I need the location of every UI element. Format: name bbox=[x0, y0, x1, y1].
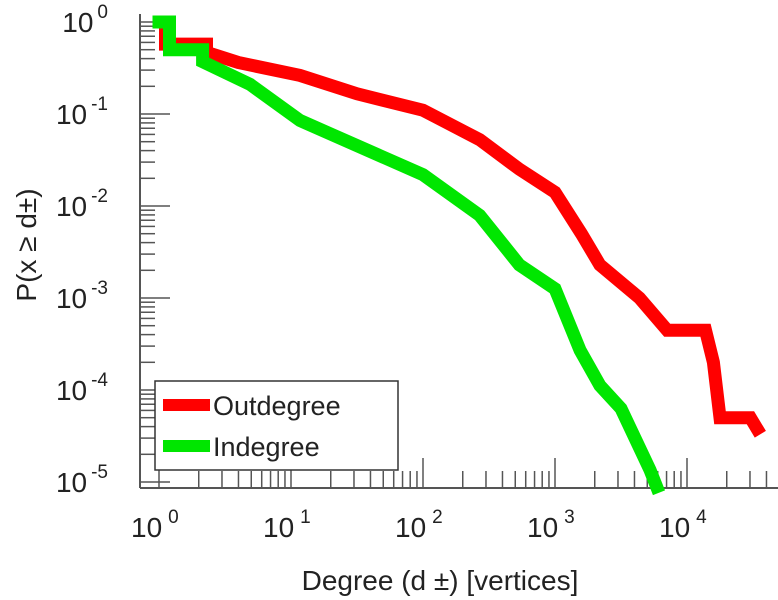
x-tick-label: 10 0 bbox=[131, 507, 179, 543]
y-tick-label: 10 -4 bbox=[56, 370, 108, 406]
y-axis-label: P(x ≥ d±) bbox=[11, 188, 42, 301]
legend-box bbox=[154, 380, 399, 471]
legend-label-indegree: Indegree bbox=[213, 432, 320, 462]
x-tick-label: 10 2 bbox=[395, 507, 443, 543]
x-tick-base: 10 bbox=[395, 512, 426, 543]
x-axis-label: Degree (d ±) [vertices] bbox=[302, 565, 579, 596]
legend-label-outdegree: Outdegree bbox=[213, 391, 341, 421]
series-group bbox=[152, 15, 766, 496]
y-tick-label: 10 0 bbox=[62, 2, 108, 38]
y-tick-base: 10 bbox=[56, 191, 87, 222]
x-tick-label: 10 4 bbox=[659, 507, 707, 543]
x-tick-exponent: 2 bbox=[432, 507, 443, 528]
x-tick-base: 10 bbox=[131, 512, 162, 543]
y-tick-exponent: 0 bbox=[97, 2, 108, 23]
series-line-indegree bbox=[152, 15, 666, 496]
x-tick-exponent: 1 bbox=[300, 507, 311, 528]
y-tick-label: 10 -3 bbox=[56, 278, 108, 314]
y-tick-exponent: -5 bbox=[91, 462, 108, 483]
y-tick-label: 10 -2 bbox=[56, 186, 108, 222]
y-tick-base: 10 bbox=[56, 375, 87, 406]
x-tick-labels: 10 0 10 1 10 2 10 3 10 4 bbox=[131, 507, 707, 543]
legend: Outdegree Indegree bbox=[154, 380, 399, 471]
x-tick-exponent: 0 bbox=[168, 507, 179, 528]
x-tick-exponent: 3 bbox=[564, 507, 575, 528]
y-tick-label: 10 -5 bbox=[56, 462, 108, 498]
y-tick-exponent: -2 bbox=[91, 186, 108, 207]
y-tick-base: 10 bbox=[56, 467, 87, 498]
x-tick-base: 10 bbox=[659, 512, 690, 543]
y-tick-base: 10 bbox=[56, 99, 87, 130]
x-tick-exponent: 4 bbox=[696, 507, 707, 528]
y-tick-base: 10 bbox=[62, 7, 93, 38]
y-tick-label: 10 -1 bbox=[56, 94, 108, 130]
y-tick-exponent: -1 bbox=[91, 94, 108, 115]
y-tick-exponent: -4 bbox=[91, 370, 108, 391]
y-tick-exponent: -3 bbox=[91, 278, 108, 299]
x-tick-label: 10 3 bbox=[527, 507, 575, 543]
x-tick-base: 10 bbox=[527, 512, 558, 543]
y-tick-base: 10 bbox=[56, 283, 87, 314]
x-tick-base: 10 bbox=[263, 512, 294, 543]
x-tick-label: 10 1 bbox=[263, 507, 311, 543]
